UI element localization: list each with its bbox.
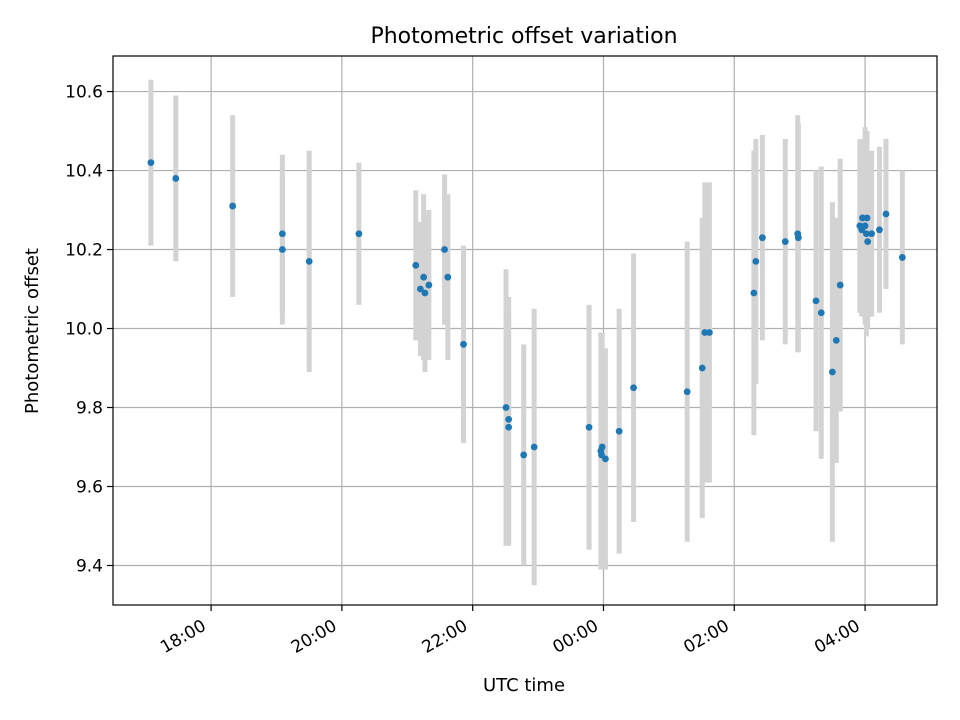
- data-point: [585, 423, 593, 431]
- data-point: [698, 364, 706, 372]
- data-point: [172, 175, 180, 182]
- data-point: [898, 254, 906, 261]
- data-point: [615, 427, 623, 435]
- x-axis-label: UTC time: [483, 675, 565, 696]
- data-point: [444, 273, 452, 281]
- data-point: [305, 257, 313, 265]
- chart-title: Photometric offset variation: [370, 24, 677, 49]
- data-point: [425, 281, 433, 289]
- data-point: [781, 238, 789, 246]
- y-tick-label: 9.4: [76, 557, 103, 577]
- data-point: [683, 388, 691, 396]
- data-point: [598, 443, 606, 451]
- data-point: [421, 289, 429, 297]
- data-point: [502, 404, 510, 411]
- data-point: [868, 230, 876, 238]
- data-point: [861, 222, 869, 230]
- data-points: [147, 159, 906, 463]
- data-point: [278, 246, 286, 253]
- data-point: [817, 309, 825, 317]
- y-tick-label: 10.4: [65, 162, 103, 182]
- data-point: [229, 202, 237, 210]
- data-point: [750, 289, 758, 297]
- data-point: [863, 214, 871, 222]
- y-tick-label: 9.6: [76, 478, 103, 498]
- data-point: [520, 451, 528, 459]
- data-point: [864, 238, 872, 246]
- data-point: [420, 273, 428, 281]
- data-point: [505, 423, 513, 431]
- plot-frame: [112, 55, 938, 606]
- data-point: [832, 336, 840, 344]
- data-point: [278, 230, 286, 238]
- data-point: [836, 281, 844, 289]
- data-point: [812, 297, 820, 305]
- data-point: [416, 285, 424, 293]
- data-point: [602, 455, 609, 463]
- data-point: [530, 443, 538, 451]
- y-tick-label: 10.6: [65, 83, 103, 103]
- data-point: [758, 234, 766, 242]
- data-point: [706, 329, 713, 336]
- data-point: [147, 159, 155, 167]
- y-axis-label: Photometric offset: [22, 248, 43, 414]
- data-point: [794, 234, 802, 242]
- y-tick-label: 10.2: [65, 241, 103, 261]
- data-point: [441, 246, 448, 253]
- data-point: [752, 257, 760, 265]
- data-point: [828, 368, 836, 376]
- data-point: [505, 415, 513, 423]
- data-point: [412, 261, 420, 269]
- data-point: [862, 230, 870, 238]
- y-tick-label: 9.8: [76, 399, 103, 419]
- data-point: [355, 230, 363, 238]
- data-point: [460, 340, 467, 348]
- data-point: [882, 210, 890, 218]
- y-tick-label: 10.0: [65, 320, 103, 340]
- data-point: [876, 226, 883, 234]
- data-point: [630, 384, 637, 392]
